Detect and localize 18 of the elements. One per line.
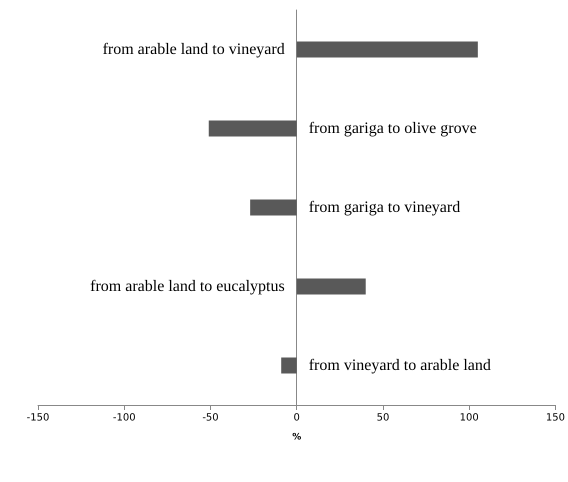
y-tick-label: from gariga to olive grove	[308, 120, 477, 137]
x-tick-label: 50	[376, 412, 390, 424]
x-tick-label: -100	[112, 412, 136, 424]
bar	[296, 278, 366, 294]
bar	[281, 358, 297, 374]
y-tick-label: from gariga to vineyard	[308, 199, 460, 216]
y-tick-label: from arable land to eucalyptus	[90, 278, 285, 295]
x-tick-label: 100	[460, 412, 479, 424]
x-tick-label: -150	[26, 412, 50, 424]
bar	[208, 120, 297, 136]
x-tick-label: 150	[546, 412, 566, 424]
x-tick-label: -50	[202, 412, 219, 424]
y-tick-label: from arable land to vineyard	[102, 41, 285, 58]
x-tick-label: 0	[294, 412, 300, 424]
bar	[250, 200, 297, 216]
bar	[296, 42, 478, 58]
y-tick-label: from vineyard to arable land	[308, 357, 491, 374]
x-axis-title: %	[292, 432, 302, 442]
